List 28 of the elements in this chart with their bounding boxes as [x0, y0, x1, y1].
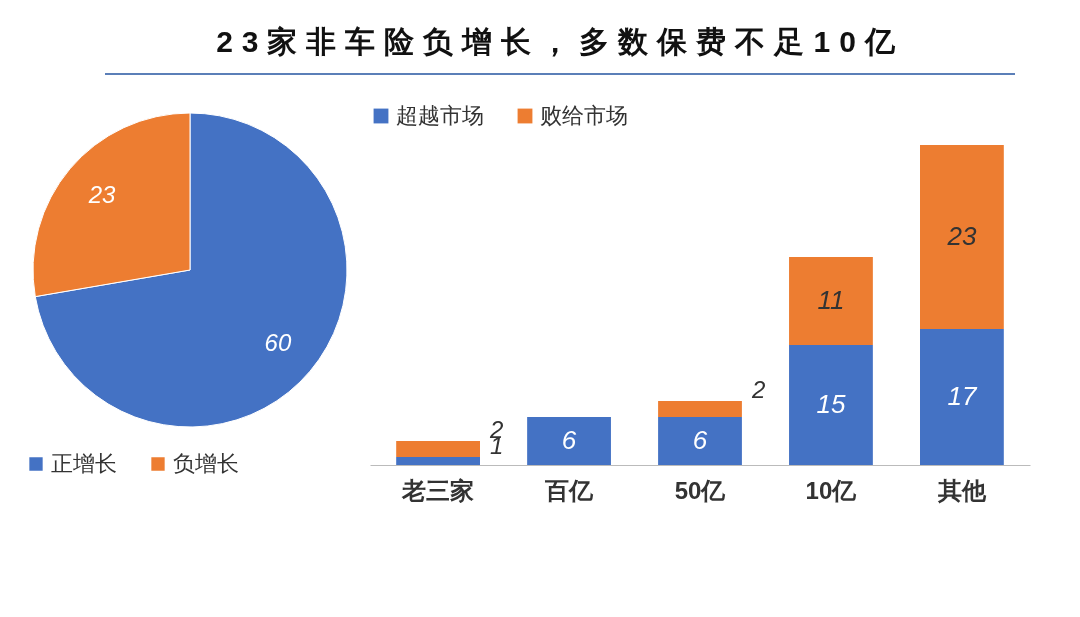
bar — [920, 329, 1004, 465]
data-label: 60 — [264, 329, 292, 357]
x-tick-label: 其他 — [936, 476, 987, 504]
x-tick-label: 老三家 — [401, 476, 475, 504]
data-label: 6 — [692, 425, 708, 455]
text: 23家非车险负增长，多数保费不足10亿 — [105, 22, 1015, 75]
data-label: 23 — [946, 221, 977, 251]
legend-label: 负增长 — [173, 451, 239, 476]
x-tick-label: 10亿 — [805, 476, 858, 504]
data-label: 23 — [87, 180, 117, 208]
bar — [658, 417, 742, 465]
legend-label: 正增长 — [51, 451, 117, 476]
legend-label: 超越市场 — [396, 103, 484, 128]
data-label: 2 — [751, 376, 766, 403]
data-label: 11 — [817, 285, 845, 315]
data-label: 15 — [816, 389, 846, 419]
legend-label: 败给市场 — [540, 103, 628, 128]
bar — [396, 441, 480, 457]
bar — [920, 145, 1004, 329]
x-tick-label: 百亿 — [544, 476, 595, 504]
x-tick-label: 50亿 — [674, 476, 727, 504]
data-label: 6 — [561, 425, 577, 455]
bar — [658, 401, 742, 417]
bar — [527, 417, 611, 465]
bar — [396, 457, 480, 465]
bar — [789, 345, 873, 465]
data-label: 17 — [947, 381, 978, 411]
bar — [789, 257, 873, 345]
